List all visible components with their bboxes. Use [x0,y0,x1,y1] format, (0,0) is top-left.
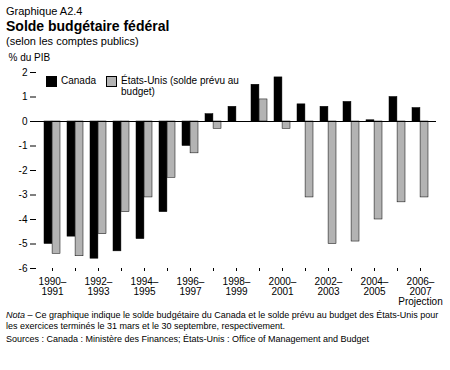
html-text:Solde budgétaire fédéral: Solde budgétaire fédéral [6,18,170,34]
svg-text:1998–1999: 1998–1999 [223,276,251,297]
svg-text:2002–2003: 2002–2003 [315,276,343,297]
html-text:États-Unis (solde prévu au bud: États-Unis (solde prévu au budget) [121,75,239,97]
svg-text:1992–1993: 1992–1993 [85,276,113,297]
svg-text:1996–1997: 1996–1997 [177,276,205,297]
svg-text:2000–2001: 2000–2001 [269,276,297,297]
svg-text:% du PIB: % du PIB [9,52,51,63]
svg-text:1: 1 [22,91,28,102]
html-text:(selon les comptes publics): (selon les comptes publics) [6,35,139,47]
svg-text:2006–2007Projection: 2006–2007Projection [398,276,442,307]
html-text:Sources : Canada : Ministère d: Sources : Canada : Ministère des Finance… [6,334,369,344]
svg-text:-6: -6 [19,263,28,274]
svg-text:-2: -2 [19,165,28,176]
html-text:Canada: Canada [61,75,96,86]
svg-text:-4: -4 [19,214,28,225]
svg-text:1994–1995: 1994–1995 [131,276,159,297]
html-text:Nota – Ce graphique indique le: Nota – Ce graphique indique le solde bud… [6,310,439,331]
svg-text:-1: -1 [19,140,28,151]
svg-text:-5: -5 [19,238,28,249]
svg-text:-3: -3 [19,189,28,200]
svg-text:2: 2 [22,67,28,78]
html-text:Graphique A2.4: Graphique A2.4 [6,5,83,17]
svg-text:2004–2005: 2004–2005 [361,276,389,297]
svg-text:0: 0 [22,116,28,127]
svg-text:1990–1991: 1990–1991 [39,276,67,297]
